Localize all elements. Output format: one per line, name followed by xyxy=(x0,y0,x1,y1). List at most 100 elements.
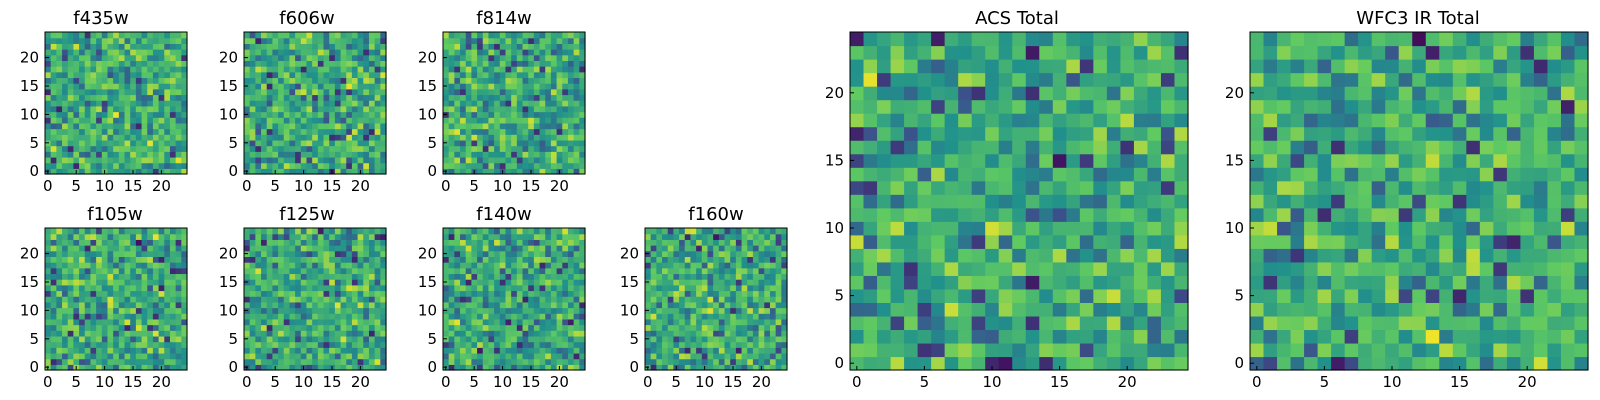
heatmap-cell xyxy=(107,318,114,326)
heatmap-cell xyxy=(334,313,342,320)
heatmap-cell xyxy=(50,145,57,152)
heatmap-cell xyxy=(295,128,302,135)
heatmap-cell xyxy=(130,330,137,337)
heatmap-cell xyxy=(1025,261,1040,276)
heatmap-cell xyxy=(718,347,726,354)
heatmap-cell xyxy=(758,279,765,286)
heatmap-cell xyxy=(781,324,788,331)
heatmap-cell xyxy=(164,352,171,360)
heatmap-cell xyxy=(863,302,878,317)
heatmap-cell xyxy=(724,273,731,280)
x-tick-label: 20 xyxy=(752,373,771,391)
heatmap-cell xyxy=(164,273,171,280)
heatmap-cell xyxy=(528,341,535,348)
heatmap-cell xyxy=(713,318,720,326)
heatmap-cell xyxy=(278,162,285,169)
heatmap-cell xyxy=(158,284,165,292)
heatmap-cell xyxy=(650,358,657,365)
heatmap-cell xyxy=(363,117,370,124)
heatmap-cell xyxy=(567,228,575,235)
heatmap-cell xyxy=(684,364,692,371)
heatmap-cell xyxy=(79,347,86,354)
heatmap-cell xyxy=(454,267,461,275)
heatmap-cell xyxy=(334,233,342,240)
heatmap-cell xyxy=(454,122,461,130)
heatmap-cell xyxy=(573,273,580,280)
heatmap-cell xyxy=(516,60,524,67)
heatmap-cell xyxy=(278,262,285,269)
heatmap-cell xyxy=(511,66,518,73)
heatmap-cell xyxy=(50,250,57,257)
heatmap-cell xyxy=(255,43,262,50)
heatmap-cell xyxy=(164,284,171,292)
heatmap-cell xyxy=(465,162,472,169)
heatmap-cell xyxy=(380,358,387,365)
heatmap-cell xyxy=(158,117,165,124)
heatmap-cell xyxy=(244,262,251,269)
heatmap-cell xyxy=(1066,126,1081,141)
heatmap-cell xyxy=(96,134,103,141)
heatmap-cell xyxy=(679,313,686,320)
heatmap-cell xyxy=(141,77,148,84)
heatmap-cell xyxy=(516,128,524,135)
heatmap-cell xyxy=(471,128,478,135)
heatmap-cell xyxy=(340,307,347,314)
heatmap-cell xyxy=(323,239,330,246)
heatmap-cell xyxy=(295,358,302,365)
heatmap-cell xyxy=(460,66,467,73)
heatmap-cell xyxy=(135,111,143,118)
heatmap-cell xyxy=(334,162,342,169)
heatmap-cell xyxy=(781,262,788,269)
heatmap-cell xyxy=(556,43,563,50)
heatmap-cell xyxy=(374,117,381,124)
heatmap-cell xyxy=(494,54,501,61)
heatmap-cell xyxy=(181,296,188,303)
heatmap-cell xyxy=(175,60,182,67)
heatmap-cell xyxy=(135,284,143,292)
heatmap-cell xyxy=(113,54,120,61)
x-tick-label: 5 xyxy=(469,177,479,195)
heatmap-cell xyxy=(181,162,188,169)
heatmap-cell xyxy=(306,88,313,96)
heatmap-cell xyxy=(101,273,109,280)
heatmap-cell xyxy=(289,105,296,113)
heatmap-cell xyxy=(499,105,507,113)
heatmap-cell xyxy=(368,134,376,141)
heatmap-cell xyxy=(713,324,720,331)
heatmap-cell xyxy=(261,279,268,286)
heatmap-cell xyxy=(152,347,160,354)
heatmap-cell xyxy=(769,330,777,337)
heatmap-cell xyxy=(118,105,126,113)
heatmap-cell xyxy=(1025,234,1040,249)
heatmap-cell xyxy=(550,273,558,280)
heatmap-cell xyxy=(573,267,580,275)
heatmap-cell xyxy=(312,162,319,169)
heatmap-cell xyxy=(374,77,381,84)
heatmap-cell xyxy=(181,71,188,79)
heatmap-cell xyxy=(944,275,959,290)
heatmap-cell xyxy=(1147,221,1162,236)
heatmap-cell xyxy=(735,358,743,365)
heatmap-cell xyxy=(494,324,501,331)
heatmap-cell xyxy=(499,256,507,263)
heatmap-cell xyxy=(448,83,455,90)
heatmap-cell xyxy=(300,250,308,257)
heatmap-cell xyxy=(562,279,569,286)
heatmap-cell xyxy=(278,358,285,365)
heatmap-cell xyxy=(56,105,63,113)
heatmap-cell xyxy=(130,43,137,50)
heatmap-cell xyxy=(73,296,80,303)
heatmap-cell xyxy=(79,324,86,331)
heatmap-cell xyxy=(1160,315,1176,331)
heatmap-cell xyxy=(255,262,262,269)
heatmap-cell xyxy=(713,284,720,292)
heatmap-cell xyxy=(175,128,182,135)
heatmap-cell xyxy=(696,284,703,292)
heatmap-cell xyxy=(516,290,524,297)
heatmap-cell xyxy=(266,71,273,79)
heatmap-cell xyxy=(351,245,359,252)
heatmap-cell xyxy=(781,273,788,280)
heatmap-cell xyxy=(323,54,330,61)
heatmap-cell xyxy=(454,335,461,343)
heatmap-cell xyxy=(374,162,381,169)
